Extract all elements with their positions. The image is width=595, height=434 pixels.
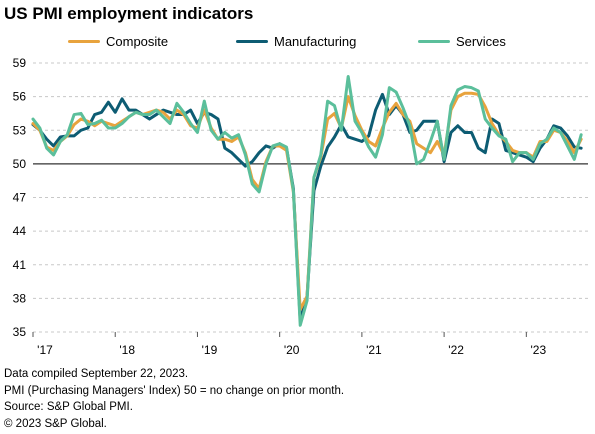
y-tick-label-56: 56: [13, 90, 27, 104]
footer-copyright: © 2023 S&P Global.: [4, 417, 107, 430]
footer-compiled-note: Data compiled September 22, 2023.: [4, 368, 189, 380]
y-tick-label-50: 50: [13, 157, 27, 171]
y-tick-label-53: 53: [13, 123, 27, 137]
chart-footer: Data compiled September 22, 2023. PMI (P…: [4, 366, 344, 432]
legend-item-manufacturing: Manufacturing: [236, 34, 356, 49]
y-tick-label-47: 47: [13, 191, 27, 205]
legend-label-manufacturing: Manufacturing: [274, 34, 357, 49]
legend-item-services: Services: [418, 34, 506, 49]
x-tick-label-'21: '21: [366, 343, 382, 357]
legend-label-composite: Composite: [106, 34, 169, 49]
x-tick-label-'17: '17: [37, 343, 53, 357]
legend-item-composite: Composite: [68, 34, 168, 49]
legend-swatch-composite: [68, 40, 100, 43]
legend-swatch-manufacturing: [236, 40, 268, 43]
legend-swatch-services: [418, 40, 450, 43]
series-line-services: [31, 74, 583, 327]
x-tick-label-'23: '23: [531, 343, 547, 357]
x-tick-label-'18: '18: [119, 343, 135, 357]
y-tick-label-35: 35: [13, 325, 27, 339]
x-tick-label-'20: '20: [284, 343, 300, 357]
footer-source: Source: S&P Global PMI.: [4, 401, 133, 413]
y-tick-label-59: 59: [13, 56, 27, 70]
y-tick-label-38: 38: [13, 291, 27, 305]
y-tick-label-41: 41: [13, 258, 27, 272]
y-tick-label-44: 44: [13, 224, 27, 238]
footer-pmi-note: PMI (Purchasing Managers' Index) 50 = no…: [4, 384, 345, 397]
legend-label-services: Services: [456, 34, 506, 49]
chart-legend: Composite Manufacturing Services: [0, 34, 595, 54]
x-tick-label-'19: '19: [202, 343, 218, 357]
chart-title: US PMI employment indicators: [4, 4, 254, 23]
x-tick-label-'22: '22: [448, 343, 464, 357]
